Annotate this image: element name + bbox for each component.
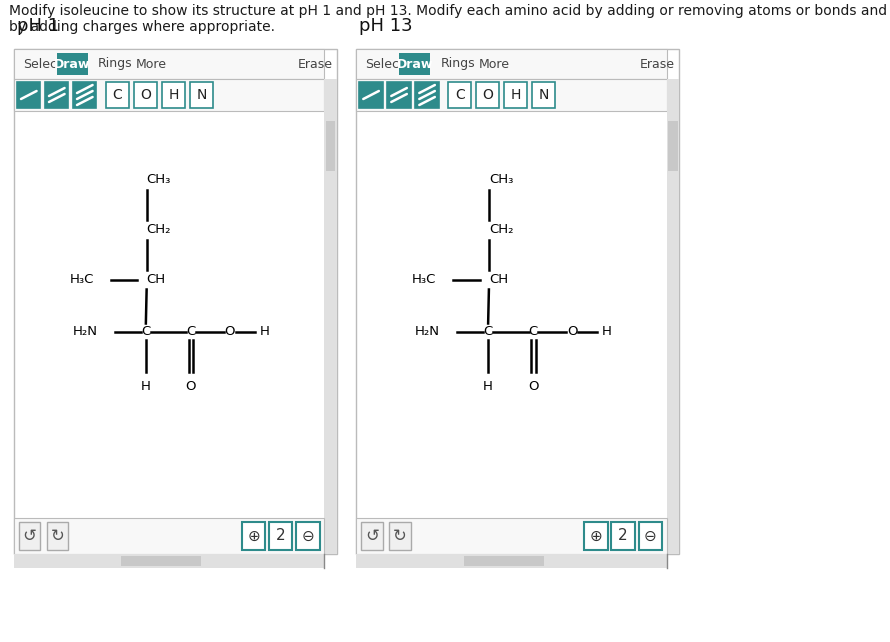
Text: O: O (224, 325, 235, 338)
Text: Select: Select (366, 58, 404, 71)
Text: 2: 2 (619, 528, 628, 544)
Text: Rings: Rings (441, 58, 475, 71)
Bar (14, 79, 324, 111)
Text: More: More (136, 58, 167, 71)
Bar (356, 49, 667, 79)
Text: 2: 2 (276, 528, 286, 544)
Bar (387, 82, 410, 108)
Text: Draw: Draw (54, 58, 91, 71)
Bar (356, 518, 667, 554)
Bar (356, 79, 667, 111)
Text: H: H (141, 379, 150, 392)
Text: ↻: ↻ (51, 527, 64, 545)
Text: H: H (168, 88, 179, 102)
Bar (162, 82, 185, 108)
Text: C: C (529, 325, 538, 338)
Text: O: O (528, 379, 538, 392)
Bar (668, 121, 677, 171)
Text: pH 1: pH 1 (17, 17, 60, 35)
Bar (356, 49, 679, 554)
Text: C: C (455, 88, 465, 102)
Text: CH: CH (147, 273, 166, 286)
Text: Select: Select (23, 58, 62, 71)
Bar (448, 82, 472, 108)
Text: ↻: ↻ (392, 527, 407, 545)
Text: C: C (113, 88, 122, 102)
Bar (14, 518, 324, 554)
Bar (416, 82, 439, 108)
Text: O: O (567, 325, 578, 338)
Bar (73, 82, 96, 108)
Bar (584, 522, 608, 550)
Text: H: H (511, 88, 521, 102)
Text: C: C (142, 325, 150, 338)
Text: H: H (602, 325, 611, 338)
Bar (134, 82, 158, 108)
Text: H₃C: H₃C (412, 273, 436, 286)
Text: ⊖: ⊖ (644, 528, 657, 544)
Text: CH: CH (489, 273, 508, 286)
Text: Draw: Draw (396, 58, 433, 71)
Text: Modify isoleucine to show its structure at pH 1 and pH 13. Modify each amino aci: Modify isoleucine to show its structure … (9, 4, 887, 18)
Bar (106, 82, 129, 108)
Text: H: H (483, 379, 493, 392)
Bar (532, 82, 555, 108)
Bar (57, 53, 88, 75)
Bar (45, 82, 69, 108)
Text: by adding charges where appropriate.: by adding charges where appropriate. (9, 20, 275, 34)
Bar (326, 121, 336, 171)
Bar (14, 554, 324, 568)
Text: H₂N: H₂N (73, 325, 98, 338)
Text: Erase: Erase (298, 58, 333, 71)
Text: CH₃: CH₃ (489, 173, 514, 186)
Text: ⊖: ⊖ (302, 528, 314, 544)
Text: H₂N: H₂N (415, 325, 440, 338)
Bar (361, 522, 383, 550)
Bar (399, 53, 430, 75)
Bar (504, 82, 528, 108)
Text: Erase: Erase (640, 58, 676, 71)
Text: CH₂: CH₂ (147, 223, 171, 236)
Bar (242, 522, 265, 550)
Bar (269, 522, 293, 550)
Text: O: O (482, 88, 493, 102)
Text: CH₃: CH₃ (147, 173, 171, 186)
Text: O: O (140, 88, 151, 102)
Text: ⊕: ⊕ (589, 528, 603, 544)
Bar (17, 82, 40, 108)
Bar (19, 522, 40, 550)
Bar (389, 522, 410, 550)
Bar (296, 522, 320, 550)
Text: O: O (186, 379, 196, 392)
Text: N: N (197, 88, 206, 102)
Text: C: C (483, 325, 493, 338)
Bar (360, 82, 383, 108)
Bar (476, 82, 499, 108)
Bar (121, 556, 201, 566)
Text: More: More (479, 58, 509, 71)
Text: pH 13: pH 13 (360, 17, 413, 35)
Bar (639, 522, 662, 550)
Bar (46, 522, 69, 550)
Bar (356, 554, 667, 568)
Text: ↺: ↺ (365, 527, 379, 545)
Text: N: N (538, 88, 549, 102)
Bar (14, 49, 324, 79)
Bar (190, 82, 213, 108)
Bar (667, 79, 679, 554)
Text: ↺: ↺ (22, 527, 36, 545)
Text: CH₂: CH₂ (489, 223, 514, 236)
Bar (14, 49, 336, 554)
Text: Rings: Rings (98, 58, 133, 71)
Text: ⊕: ⊕ (247, 528, 260, 544)
Text: H: H (259, 325, 270, 338)
Bar (464, 556, 544, 566)
Text: C: C (186, 325, 196, 338)
Bar (611, 522, 635, 550)
Bar (324, 79, 336, 554)
Text: H₃C: H₃C (69, 273, 93, 286)
